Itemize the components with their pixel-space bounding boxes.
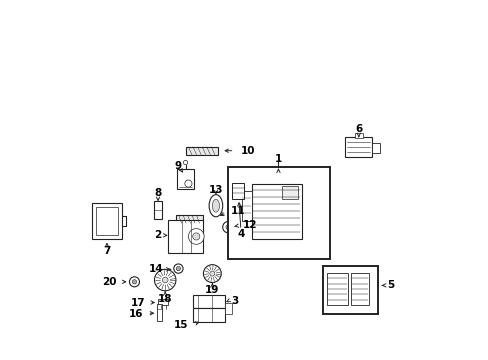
Text: 6: 6	[354, 124, 362, 134]
Bar	[251, 184, 301, 239]
Text: 10: 10	[241, 146, 255, 156]
Circle shape	[183, 160, 187, 165]
Text: 15: 15	[174, 320, 188, 330]
Bar	[323, 266, 378, 314]
Bar	[224, 303, 231, 314]
Circle shape	[222, 221, 234, 233]
Bar	[175, 215, 202, 223]
Circle shape	[162, 277, 168, 283]
Text: 13: 13	[208, 185, 223, 195]
Bar	[231, 183, 244, 199]
Bar	[241, 191, 251, 221]
Text: 8: 8	[154, 188, 162, 198]
Circle shape	[176, 266, 180, 271]
Text: 1: 1	[274, 154, 282, 163]
Text: 12: 12	[242, 220, 256, 230]
Bar	[326, 273, 347, 305]
Bar	[228, 167, 329, 258]
Bar	[282, 186, 298, 199]
Circle shape	[192, 233, 200, 240]
Text: 9: 9	[174, 161, 181, 171]
Text: 7: 7	[103, 247, 110, 256]
Bar	[345, 137, 371, 157]
Bar	[354, 133, 363, 138]
Bar	[192, 307, 224, 322]
Bar	[371, 143, 379, 153]
Text: 3: 3	[230, 296, 238, 306]
Circle shape	[203, 265, 221, 283]
Text: 20: 20	[102, 277, 117, 287]
Circle shape	[184, 180, 192, 187]
Bar	[176, 169, 194, 189]
Text: 4: 4	[237, 229, 244, 239]
Circle shape	[225, 225, 230, 230]
Text: 19: 19	[205, 285, 219, 295]
Bar	[157, 303, 162, 321]
Bar	[96, 207, 118, 235]
Bar	[167, 220, 203, 252]
Text: 16: 16	[128, 309, 143, 319]
Bar	[158, 298, 168, 305]
Bar	[350, 273, 368, 305]
Text: 11: 11	[230, 206, 245, 216]
Bar	[92, 203, 122, 239]
Bar	[185, 147, 217, 155]
Circle shape	[132, 280, 136, 284]
Text: 5: 5	[386, 280, 394, 291]
Circle shape	[209, 271, 214, 276]
Ellipse shape	[209, 195, 222, 217]
Circle shape	[129, 277, 139, 287]
Circle shape	[173, 264, 183, 273]
Bar	[192, 295, 224, 307]
Bar	[153, 202, 162, 219]
Text: 2: 2	[154, 230, 162, 240]
Circle shape	[188, 229, 203, 244]
Text: 17: 17	[130, 297, 145, 307]
Ellipse shape	[212, 199, 219, 212]
Circle shape	[154, 269, 176, 291]
Text: 14: 14	[148, 264, 163, 274]
Text: 18: 18	[158, 294, 172, 303]
